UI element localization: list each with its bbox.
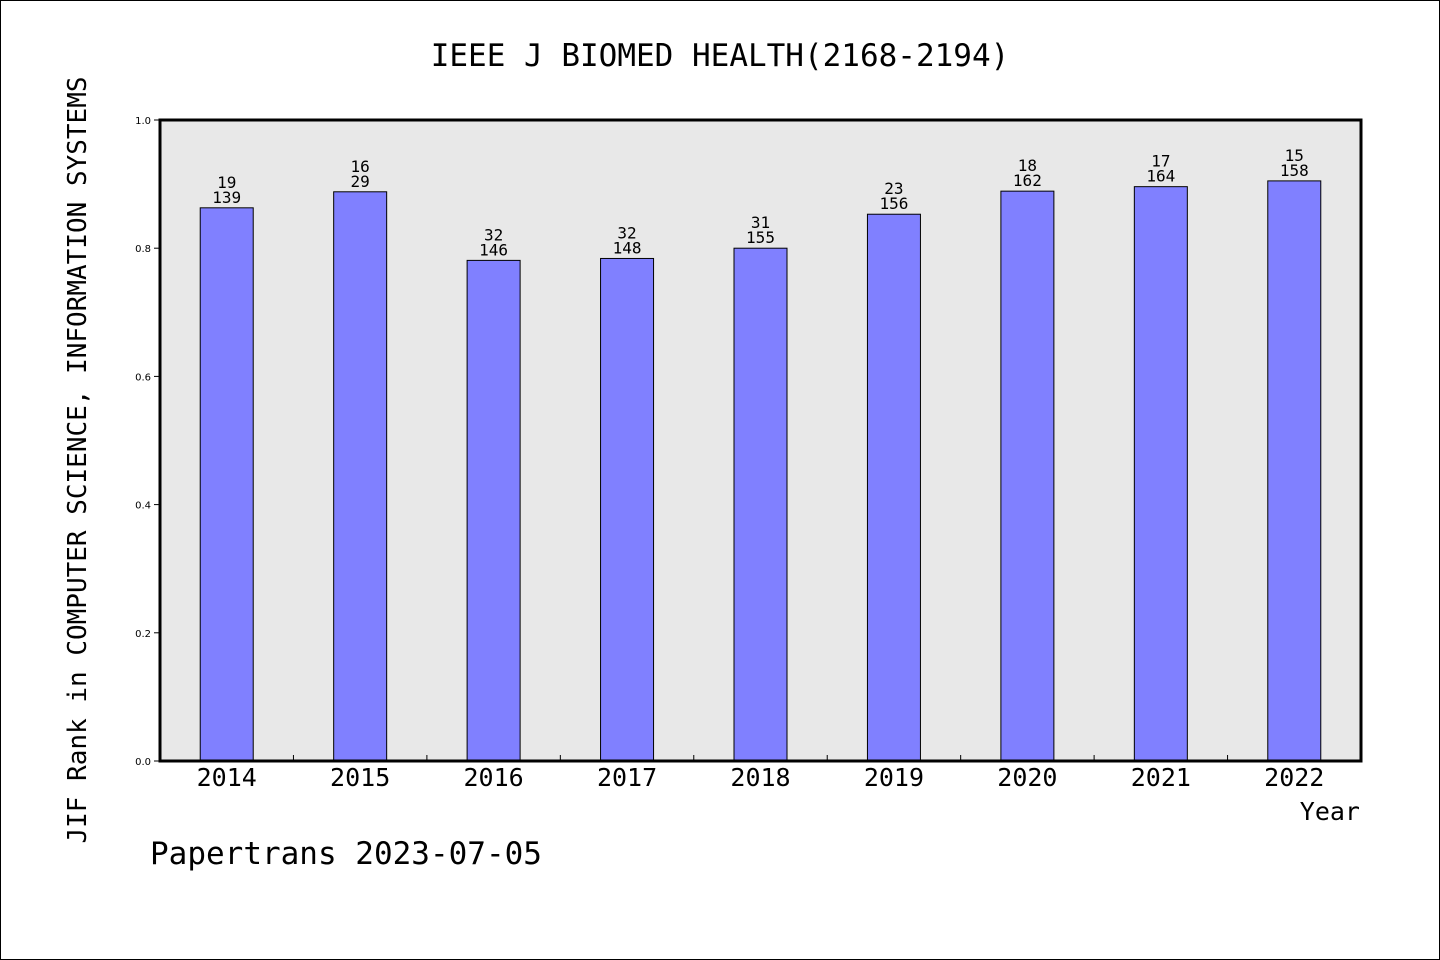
bar-total-label: 158 [1280, 161, 1309, 180]
x-axis-label: Year [1300, 797, 1360, 826]
x-tick-label: 2021 [1131, 763, 1191, 792]
bar-total-label: 148 [613, 238, 642, 257]
bar-total-label: 164 [1146, 167, 1175, 186]
bar-rank-label: 32 [617, 223, 636, 242]
y-tick-label: 0.4 [135, 501, 151, 512]
y-tick-label: 1.0 [135, 116, 151, 127]
x-tick-label: 2019 [864, 763, 924, 792]
y-tick-label: 0.6 [135, 372, 151, 383]
bar-series [199, 180, 1322, 762]
x-tick-label: 2016 [464, 763, 524, 792]
bar-total-label: 156 [879, 194, 908, 213]
bar [466, 259, 521, 762]
footer-date: Papertrans 2023-07-05 [150, 836, 542, 872]
chart-title: IEEE J BIOMED HEALTH(2168-2194) [431, 38, 1010, 74]
x-tick-label: 2020 [997, 763, 1057, 792]
bar-rank-label: 32 [484, 225, 503, 244]
bar [199, 207, 254, 762]
x-axis-ticks: 2014 2015 2016 2017 2018 2019 2020 2021 2022 [197, 755, 1324, 792]
bar-rank-label: 19 [217, 173, 236, 192]
bar [333, 191, 388, 762]
y-tick-label: 0.2 [135, 629, 151, 640]
bar-rank-label: 17 [1151, 152, 1170, 171]
bar [1267, 180, 1322, 762]
y-tick-label: 0.0 [135, 757, 151, 768]
bar-rank-label: 15 [1285, 146, 1304, 165]
bar-total-label: 155 [746, 228, 775, 247]
y-axis-ticks: 0.0 0.2 0.4 0.6 0.8 1.0 [135, 116, 160, 768]
y-axis-label: JIF Rank in COMPUTER SCIENCE, INFORMATIO… [63, 76, 93, 843]
data-labels: 1913916293214632148311552315618162171641… [212, 146, 1308, 259]
bar-total-label: 29 [351, 172, 370, 191]
y-tick-label: 0.8 [135, 244, 151, 255]
bar [733, 247, 788, 762]
x-tick-label: 2018 [730, 763, 790, 792]
bar-total-label: 139 [212, 188, 241, 207]
x-tick-label: 2017 [597, 763, 657, 792]
plot-border [158, 118, 1363, 763]
x-tick-label: 2022 [1264, 763, 1324, 792]
bar [600, 257, 655, 762]
x-tick-label: 2015 [330, 763, 390, 792]
bar-total-label: 162 [1013, 171, 1042, 190]
bar [866, 213, 921, 762]
bar-total-label: 146 [479, 240, 508, 259]
bar-rank-label: 31 [751, 213, 770, 232]
bar-rank-label: 18 [1018, 156, 1037, 175]
x-tick-label: 2014 [197, 763, 257, 792]
bar [1000, 190, 1055, 762]
bar [1133, 186, 1188, 762]
bar-rank-label: 23 [884, 179, 903, 198]
bar-rank-label: 16 [351, 157, 370, 176]
